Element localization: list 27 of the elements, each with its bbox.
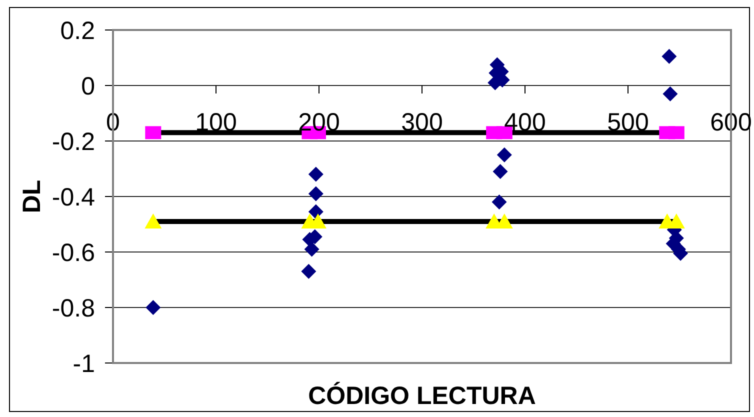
point <box>308 186 324 202</box>
point <box>308 166 324 182</box>
point <box>301 264 316 279</box>
y-tick-label: 0 <box>81 72 95 100</box>
point <box>668 126 684 140</box>
y-axis-title: DL <box>18 180 46 214</box>
y-tick-label: -0.6 <box>52 238 95 267</box>
y-tick-label: 0.2 <box>60 16 95 45</box>
y-tick-label: -0.2 <box>52 128 95 156</box>
y-tick-label: -0.4 <box>52 183 96 212</box>
x-tick-label: 300 <box>401 108 443 136</box>
y-tick-label: -0.8 <box>52 294 95 322</box>
point <box>144 213 162 228</box>
point <box>496 147 512 162</box>
point <box>304 242 320 257</box>
point <box>662 86 678 102</box>
y-tick-label: -1 <box>72 350 95 378</box>
point <box>492 164 508 180</box>
point <box>662 48 677 64</box>
point <box>492 194 507 210</box>
point <box>146 300 161 315</box>
x-axis-title: CÓDIGO LECTURA <box>308 381 536 410</box>
x-tick-label: 500 <box>607 108 649 136</box>
point <box>308 204 324 220</box>
point <box>145 126 162 140</box>
x-tick-label: 100 <box>195 108 237 136</box>
x-tick-label: 400 <box>504 108 546 136</box>
